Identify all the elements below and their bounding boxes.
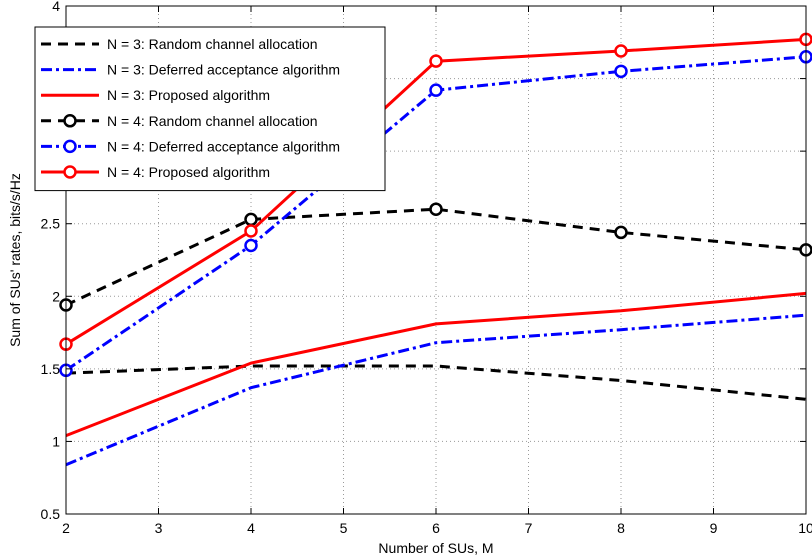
legend-entry-3: N = 3: Proposed algorithm: [107, 87, 270, 103]
series-4-point: [244, 212, 258, 227]
x-axis-label: Number of SUs, M: [378, 540, 493, 556]
legend-marker-6: [63, 165, 77, 179]
y-axis-label: Sum of SUs' rates, bits/s/Hz: [7, 173, 23, 347]
x-tick-label: 8: [617, 520, 625, 536]
legend-entry-2: N = 3: Deferred acceptance algorithm: [107, 62, 340, 78]
series-line-1: [65, 364, 807, 401]
y-tick-label: 2: [52, 288, 60, 304]
series-line-4: [65, 207, 807, 307]
y-tick-label: 0.5: [41, 506, 61, 522]
legend-entry-4: N = 4: Random channel allocation: [107, 113, 318, 129]
series-4-point: [429, 202, 443, 216]
series-6-point: [614, 44, 628, 58]
legend-entry-6: N = 4: Proposed algorithm: [107, 164, 270, 180]
x-tick-label: 5: [340, 520, 348, 536]
y-tick-label: 4: [52, 0, 60, 14]
legend-marker-5: [63, 139, 77, 154]
legend-box: [34, 26, 386, 192]
y-tick-label: 1.5: [41, 361, 61, 377]
legend-marker-4: [63, 114, 77, 128]
series-4-point: [614, 225, 628, 240]
x-tick-label: 10: [798, 520, 812, 536]
legend-entry-1: N = 3: Random channel allocation: [107, 36, 318, 52]
series-line-2: [65, 313, 807, 467]
series-5-point: [429, 83, 443, 97]
series-6-point: [429, 54, 443, 68]
y-tick-label: 1: [52, 433, 60, 449]
series-5-point: [244, 238, 258, 253]
x-tick-label: 6: [432, 520, 440, 536]
series-6-point: [244, 224, 258, 238]
series-5-point: [614, 64, 628, 79]
x-tick-label: 3: [155, 520, 163, 536]
series-line-3: [65, 291, 807, 437]
y-tick-label: 2.5: [41, 216, 61, 232]
axis-ticks: 2 3 4 5 6 7 8 9 10 0.5 1 1.5 2 2.5 4: [41, 0, 812, 536]
x-tick-label: 4: [247, 520, 255, 536]
x-tick-label: 7: [525, 520, 533, 536]
legend-entry-5: N = 4: Deferred acceptance algorithm: [107, 138, 340, 154]
x-tick-label: 2: [62, 520, 70, 536]
x-tick-label: 9: [710, 520, 718, 536]
legend: N = 3: Random channel allocation N = 3: D…: [34, 26, 386, 192]
